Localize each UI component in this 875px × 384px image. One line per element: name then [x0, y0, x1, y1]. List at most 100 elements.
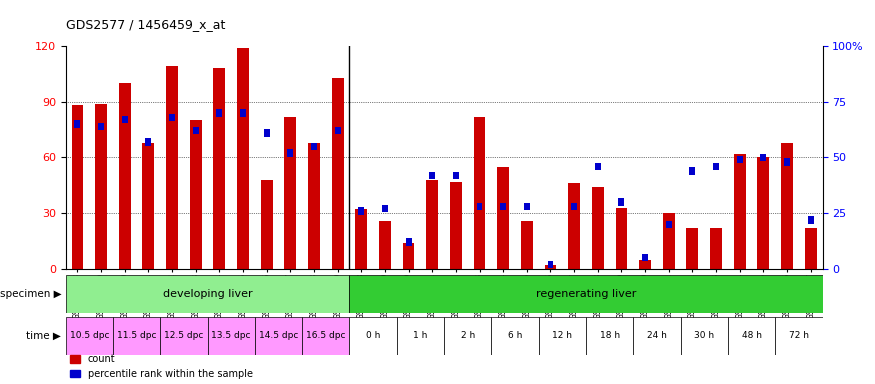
Bar — [349, 317, 396, 355]
Text: 1 h: 1 h — [413, 331, 428, 341]
Bar — [450, 182, 462, 269]
Bar — [634, 317, 681, 355]
Bar — [737, 156, 743, 163]
Bar — [734, 154, 746, 269]
Bar — [119, 83, 130, 269]
Bar — [808, 216, 814, 223]
Bar — [713, 163, 719, 170]
Bar — [784, 158, 790, 166]
Text: 11.5 dpc: 11.5 dpc — [117, 331, 157, 341]
Bar — [284, 117, 297, 269]
Bar — [396, 317, 444, 355]
Bar — [760, 154, 766, 161]
Bar — [640, 260, 651, 269]
Text: 14.5 dpc: 14.5 dpc — [259, 331, 298, 341]
Bar — [500, 203, 506, 210]
Bar — [781, 142, 793, 269]
Bar — [615, 207, 627, 269]
Bar — [255, 317, 302, 355]
Bar — [169, 114, 175, 121]
Legend: count, percentile rank within the sample: count, percentile rank within the sample — [71, 354, 253, 379]
Bar — [681, 317, 728, 355]
Bar — [308, 142, 320, 269]
Bar — [359, 207, 364, 215]
Bar — [710, 228, 722, 269]
Text: 0 h: 0 h — [366, 331, 381, 341]
Bar — [619, 198, 625, 206]
Text: 10.5 dpc: 10.5 dpc — [69, 331, 109, 341]
Bar — [544, 265, 556, 269]
Bar — [240, 109, 246, 117]
Bar — [143, 142, 154, 269]
Text: GDS2577 / 1456459_x_at: GDS2577 / 1456459_x_at — [66, 18, 225, 31]
Bar — [190, 120, 201, 269]
Bar — [524, 203, 529, 210]
Text: 30 h: 30 h — [694, 331, 714, 341]
Bar — [98, 122, 104, 130]
Text: 13.5 dpc: 13.5 dpc — [212, 331, 251, 341]
Bar — [311, 142, 317, 150]
Text: developing liver: developing liver — [163, 289, 252, 299]
Bar — [775, 317, 822, 355]
Text: 18 h: 18 h — [599, 331, 619, 341]
Bar — [586, 317, 634, 355]
Bar — [521, 220, 533, 269]
Bar — [426, 180, 438, 269]
Text: regenerating liver: regenerating liver — [536, 289, 636, 299]
Bar — [595, 163, 601, 170]
Bar — [192, 127, 199, 134]
Bar — [160, 317, 207, 355]
Bar — [237, 48, 248, 269]
Bar — [214, 68, 225, 269]
Bar — [207, 317, 255, 355]
Bar — [349, 275, 822, 313]
Text: 48 h: 48 h — [741, 331, 761, 341]
Bar — [663, 213, 675, 269]
Text: 2 h: 2 h — [460, 331, 475, 341]
Bar — [334, 127, 340, 134]
Bar — [145, 138, 151, 146]
Text: specimen ▶: specimen ▶ — [0, 289, 61, 299]
Bar — [66, 317, 113, 355]
Bar — [287, 149, 293, 157]
Bar — [539, 317, 586, 355]
Bar — [758, 157, 769, 269]
Bar — [690, 167, 696, 174]
Bar — [302, 317, 349, 355]
Text: time ▶: time ▶ — [26, 331, 61, 341]
Bar — [263, 129, 270, 137]
Bar — [355, 209, 367, 269]
Bar — [216, 109, 222, 117]
Bar — [492, 317, 539, 355]
Bar — [687, 228, 698, 269]
Text: 6 h: 6 h — [507, 331, 522, 341]
Bar — [571, 203, 578, 210]
Bar — [72, 106, 83, 269]
Text: 16.5 dpc: 16.5 dpc — [306, 331, 346, 341]
Bar — [473, 117, 486, 269]
Bar — [332, 78, 344, 269]
Bar — [402, 243, 415, 269]
Bar — [406, 238, 411, 246]
Bar — [122, 116, 128, 123]
Bar — [444, 317, 492, 355]
Bar — [95, 104, 107, 269]
Bar — [568, 184, 580, 269]
Bar — [805, 228, 816, 269]
Bar — [430, 172, 435, 179]
Bar — [166, 66, 178, 269]
Bar — [642, 254, 648, 262]
Bar — [379, 220, 391, 269]
Bar — [113, 317, 160, 355]
Bar — [548, 261, 554, 268]
Bar — [261, 180, 273, 269]
Bar — [728, 317, 775, 355]
Text: 12 h: 12 h — [552, 331, 572, 341]
Bar — [74, 120, 80, 128]
Bar — [592, 187, 604, 269]
Text: 72 h: 72 h — [789, 331, 808, 341]
Bar — [477, 203, 482, 210]
Bar — [453, 172, 458, 179]
Bar — [66, 275, 349, 313]
Bar — [666, 220, 672, 228]
